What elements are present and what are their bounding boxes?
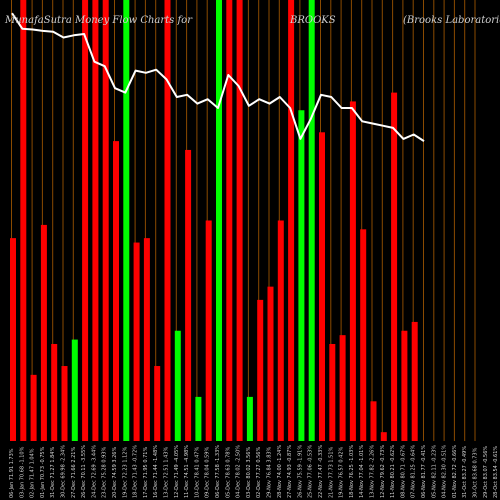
money-flow-bar <box>329 343 336 441</box>
x-tick-label: 26-Dec 70.11 -3.55% <box>81 445 87 498</box>
x-tick-label: 06-Nov 81.77 -0.41% <box>421 445 427 498</box>
money-flow-bar <box>360 229 367 441</box>
money-flow-bar <box>267 286 274 441</box>
header-symbol: BROOKS <box>290 15 336 26</box>
x-tick-label: 16-Dec 71.44 -1.48% <box>153 445 159 498</box>
x-tick-label: 11-Nov 80.21 -0.62% <box>390 445 396 498</box>
x-tick-label: 19-Nov 76.57 0.42% <box>339 446 345 498</box>
x-tick-label: 23-Dec 75.28 0.93% <box>102 447 108 498</box>
x-tick-label: 03-Dec 80.02 3.56% <box>246 447 252 498</box>
x-tick-label: 29-Nov 76.84 3.83% <box>267 446 273 498</box>
money-flow-bar <box>411 321 418 441</box>
x-tick-label: 13-Nov 77.82 -2.26% <box>370 445 376 498</box>
money-flow-bar <box>133 242 140 441</box>
x-tick-label: 13-Dec 72.51 1.43% <box>164 447 170 498</box>
money-flow-bar <box>143 238 150 441</box>
x-tick-label: 14-Nov 77.04 -1.01% <box>359 445 365 498</box>
money-flow-bar <box>226 0 233 441</box>
money-flow-bar <box>257 299 264 441</box>
money-flow-bar <box>185 149 192 441</box>
x-tick-label: 17-Dec 71.95 0.71% <box>143 447 149 498</box>
x-tick-label: 31-Dec 71.27 1.84% <box>50 447 56 498</box>
money-flow-bar <box>174 330 181 441</box>
money-flow-bar <box>51 343 58 441</box>
x-tick-label: 01-Jan 70.73 -0.75% <box>40 446 46 498</box>
money-flow-bar <box>30 374 37 441</box>
x-tick-label: 18-Dec 71.43 -0.72% <box>133 445 139 498</box>
x-tick-label: 07-Nov 81.25 -0.64% <box>411 445 417 498</box>
money-flow-bar <box>216 0 222 441</box>
x-tick-label: 21-Nov 77.73 1.51% <box>328 446 334 498</box>
x-tick-label: 31-Oct 83.27 -0.49% <box>462 446 468 498</box>
money-flow-bar <box>154 366 161 441</box>
x-tick-label: 06-Dec 77.58 -1.33% <box>215 445 221 498</box>
money-flow-bar <box>401 330 408 441</box>
money-flow-bar <box>20 0 27 441</box>
x-tick-label: 11-Dec 74.51 -4.98% <box>184 445 190 498</box>
money-flow-bar <box>102 0 109 441</box>
money-flow-bar <box>61 366 68 441</box>
money-flow-bar <box>71 339 78 441</box>
x-tick-label: 27-Nov 74.93 -0.87% <box>287 445 293 498</box>
x-tick-label: 25-Nov 77.06 -0.53% <box>308 445 314 498</box>
x-tick-label: 30-Oct 83.68 0.73% <box>473 447 479 498</box>
x-tick-label: 10-Dec 78.41 0.47% <box>194 447 200 498</box>
x-tick-label: 09-Dec 78.04 0.59% <box>205 447 211 498</box>
money-flow-bar <box>246 396 253 441</box>
header-company: (Brooks Laboratories Limit <box>403 15 500 26</box>
money-flow-bar <box>82 0 89 441</box>
money-flow-bar <box>288 0 295 441</box>
money-flow-bar <box>308 0 315 441</box>
x-tick-label: 29-Oct 83.07 -0.56% <box>483 446 489 498</box>
money-flow-bar <box>370 401 377 441</box>
money-flow-bar <box>123 0 130 441</box>
x-tick-label: 22-Nov 77.47 -0.33% <box>318 445 324 498</box>
money-flow-bar <box>205 220 212 441</box>
money-flow-bar <box>391 92 398 442</box>
x-tick-label: 20-Dec 74.59 3.26% <box>112 447 118 498</box>
x-tick-label: 04-Nov 82.30 -0.51% <box>442 445 448 498</box>
x-tick-label: 28-Nov 74.00 -1.24% <box>277 445 283 498</box>
money-flow-bar <box>298 110 305 441</box>
x-tick-label: 06-Jan 71.91 1.73% <box>9 448 15 498</box>
x-tick-label: 12-Nov 79.62 -0.73% <box>380 445 386 498</box>
money-flow-bar <box>164 0 171 441</box>
money-flow-bar <box>40 224 47 441</box>
money-flow-bar <box>10 238 16 441</box>
x-tick-label: 27-Dec 71.66 2.21% <box>71 447 77 498</box>
x-tick-label: 02-Jan 71.47 1.04% <box>30 448 36 498</box>
price-trend-line <box>11 12 425 142</box>
money-flow-bar <box>113 141 119 441</box>
money-flow-bar <box>236 0 243 441</box>
money-flow-bar <box>92 0 99 441</box>
x-tick-label: 04-Dec 78.02 -2.50% <box>236 445 242 498</box>
money-flow-bar <box>319 132 325 442</box>
money-flow-bar <box>277 220 284 441</box>
x-tick-label: 28-Oct 83.54 -0.61% <box>493 446 499 498</box>
money-flow-bar <box>339 335 346 441</box>
x-tick-label: 08-Nov 80.71 -0.67% <box>400 445 406 498</box>
x-tick-label: 19-Dec 72.23 1.12% <box>122 447 128 498</box>
x-tick-label: 03-Jan 70.68 -1.10% <box>19 446 25 498</box>
x-tick-label: 05-Dec 78.63 0.78% <box>225 447 231 498</box>
x-tick-label: 05-Nov 82.11 -0.23% <box>431 445 437 498</box>
money-flow-bar <box>380 432 387 441</box>
x-tick-label: 02-Dec 77.27 0.56% <box>256 447 262 498</box>
x-tick-label: 18-Nov 76.25 -1.03% <box>349 445 355 498</box>
money-flow-bar <box>195 396 202 441</box>
x-tick-label: 12-Dec 71.49 -4.05% <box>174 445 180 498</box>
header-site-title: MunafaSutra Money Flow Charts for <box>5 15 192 26</box>
x-tick-label: 26-Nov 75.59 -1.91% <box>297 445 303 498</box>
x-tick-label: 01-Nov 82.72 -0.66% <box>452 445 458 498</box>
money-flow-bar <box>349 101 356 442</box>
x-tick-label: 30-Dec 69.98 -2.34% <box>61 445 67 498</box>
x-tick-label: 24-Dec 72.69 -3.44% <box>91 445 97 498</box>
